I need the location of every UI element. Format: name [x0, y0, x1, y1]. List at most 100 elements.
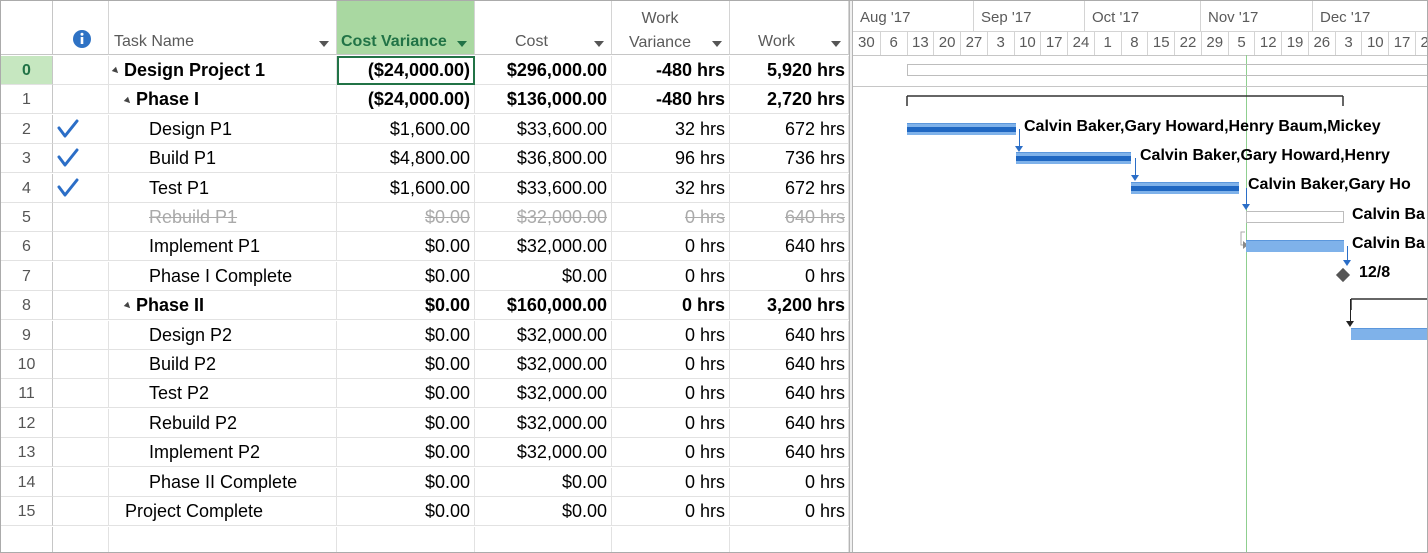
- design-p2-bar[interactable]: [1351, 328, 1427, 340]
- cost-variance-cell[interactable]: $1,600.00: [337, 173, 475, 203]
- task-row[interactable]: 4 Test P1 $1,600.00 $33,600.00 32 hrs 672 hrs: [1, 173, 849, 203]
- task-name-cell[interactable]: Implement P2: [109, 438, 337, 468]
- cost-cell[interactable]: $32,000.00: [475, 320, 612, 350]
- work-variance-column-header[interactable]: Work Variance: [612, 1, 730, 55]
- cost-variance-cell[interactable]: $4,800.00: [337, 144, 475, 174]
- row-id[interactable]: 3: [1, 144, 53, 174]
- cost-column-header[interactable]: Cost: [475, 1, 612, 55]
- cost-cell[interactable]: $160,000.00: [475, 291, 612, 321]
- task-name-column-header[interactable]: Task Name: [109, 1, 337, 55]
- rebuild-p1-bar[interactable]: [1246, 211, 1344, 223]
- cost-filter-icon[interactable]: [594, 41, 604, 47]
- cost-variance-cell[interactable]: $0.00: [337, 232, 475, 262]
- cost-variance-cell[interactable]: $1,600.00: [337, 114, 475, 144]
- row-id[interactable]: 12: [1, 408, 53, 438]
- task-row[interactable]: 0 Design Project 1 ($24,000.00) $296,000.00…: [1, 56, 849, 85]
- cost-variance-cell[interactable]: ($24,000.00): [337, 85, 475, 115]
- task-name-cell[interactable]: Design P1: [109, 114, 337, 144]
- work-variance-cell[interactable]: 0 hrs: [612, 291, 730, 321]
- task-name-cell[interactable]: Phase II Complete: [109, 467, 337, 497]
- cost-variance-cell[interactable]: $0.00: [337, 320, 475, 350]
- cost-variance-cell[interactable]: $0.00: [337, 350, 475, 379]
- task-row[interactable]: 9 Design P2 $0.00 $32,000.00 0 hrs 640 hrs: [1, 320, 849, 350]
- empty-row-id[interactable]: [1, 527, 53, 552]
- work-variance-cell[interactable]: 0 hrs: [612, 203, 730, 232]
- view-divider[interactable]: [849, 1, 853, 552]
- row-id[interactable]: 7: [1, 261, 53, 291]
- work-variance-filter-icon[interactable]: [712, 41, 722, 47]
- work-variance-cell[interactable]: 0 hrs: [612, 320, 730, 350]
- cost-variance-cell[interactable]: $0.00: [337, 408, 475, 438]
- cost-variance-cell[interactable]: $0.00: [337, 291, 475, 321]
- work-cell[interactable]: 5,920 hrs: [730, 56, 849, 85]
- work-variance-cell[interactable]: 0 hrs: [612, 467, 730, 497]
- task-row[interactable]: 6 Implement P1 $0.00 $32,000.00 0 hrs 640 hrs: [1, 232, 849, 262]
- task-row[interactable]: 15 Project Complete $0.00 $0.00 0 hrs 0 hrs: [1, 497, 849, 526]
- task-row[interactable]: 12 Rebuild P2 $0.00 $32,000.00 0 hrs 640 hrs: [1, 408, 849, 438]
- work-cell[interactable]: 0 hrs: [730, 261, 849, 291]
- task-name-cell[interactable]: Design Project 1: [109, 56, 337, 85]
- cost-cell[interactable]: $0.00: [475, 467, 612, 497]
- row-id[interactable]: 5: [1, 203, 53, 232]
- work-cell[interactable]: 2,720 hrs: [730, 85, 849, 115]
- work-cell[interactable]: 640 hrs: [730, 438, 849, 468]
- task-row[interactable]: 5 Rebuild P1 $0.00 $32,000.00 0 hrs 640 hrs: [1, 203, 849, 232]
- work-column-header[interactable]: Work: [730, 1, 849, 55]
- task-name-cell[interactable]: Rebuild P2: [109, 408, 337, 438]
- cost-variance-cell[interactable]: $0.00: [337, 467, 475, 497]
- row-id[interactable]: 0: [1, 56, 53, 85]
- cost-variance-cell[interactable]: $0.00: [337, 261, 475, 291]
- work-variance-cell[interactable]: 32 hrs: [612, 114, 730, 144]
- phase1-summary-bar[interactable]: [905, 92, 1347, 108]
- row-id[interactable]: 13: [1, 438, 53, 468]
- row-id[interactable]: 6: [1, 232, 53, 262]
- cost-cell[interactable]: $296,000.00: [475, 56, 612, 85]
- cost-cell[interactable]: $36,800.00: [475, 144, 612, 174]
- work-variance-cell[interactable]: 32 hrs: [612, 173, 730, 203]
- task-row[interactable]: 10 Build P2 $0.00 $32,000.00 0 hrs 640 hrs: [1, 350, 849, 379]
- cost-cell[interactable]: $0.00: [475, 261, 612, 291]
- cost-cell[interactable]: $33,600.00: [475, 114, 612, 144]
- work-variance-cell[interactable]: 0 hrs: [612, 379, 730, 409]
- task-row[interactable]: 8 Phase II $0.00 $160,000.00 0 hrs 3,200 hrs: [1, 291, 849, 321]
- task-name-cell[interactable]: Phase II: [109, 291, 337, 321]
- work-cell[interactable]: 736 hrs: [730, 144, 849, 174]
- task-name-cell[interactable]: Build P1: [109, 144, 337, 174]
- work-cell[interactable]: 672 hrs: [730, 173, 849, 203]
- cost-cell[interactable]: $32,000.00: [475, 379, 612, 409]
- cost-cell[interactable]: $32,000.00: [475, 438, 612, 468]
- cost-cell[interactable]: $136,000.00: [475, 85, 612, 115]
- row-id[interactable]: 15: [1, 497, 53, 526]
- cost-cell[interactable]: $33,600.00: [475, 173, 612, 203]
- task-name-cell[interactable]: Test P1: [109, 173, 337, 203]
- task-row[interactable]: 1 Phase I ($24,000.00) $136,000.00 -480 hrs 2…: [1, 85, 849, 115]
- work-variance-cell[interactable]: -480 hrs: [612, 56, 730, 85]
- work-variance-cell[interactable]: 0 hrs: [612, 261, 730, 291]
- row-id[interactable]: 11: [1, 379, 53, 409]
- work-variance-cell[interactable]: 0 hrs: [612, 438, 730, 468]
- cost-variance-cell[interactable]: $0.00: [337, 497, 475, 526]
- work-cell[interactable]: 640 hrs: [730, 232, 849, 262]
- work-cell[interactable]: 640 hrs: [730, 320, 849, 350]
- task-row[interactable]: 3 Build P1 $4,800.00 $36,800.00 96 hrs 736 hr…: [1, 144, 849, 174]
- work-variance-cell[interactable]: -480 hrs: [612, 85, 730, 115]
- task-name-cell[interactable]: Test P2: [109, 379, 337, 409]
- work-cell[interactable]: 640 hrs: [730, 379, 849, 409]
- task-name-cell[interactable]: Phase I Complete: [109, 261, 337, 291]
- indicators-column-header[interactable]: [53, 1, 109, 55]
- cost-variance-cell[interactable]: ($24,000.00): [337, 56, 475, 85]
- implement-p1-bar[interactable]: [1246, 240, 1344, 252]
- task-row[interactable]: 2 Design P1 $1,600.00 $33,600.00 32 hrs 672 h…: [1, 114, 849, 144]
- row-id[interactable]: 14: [1, 467, 53, 497]
- cost-cell[interactable]: $32,000.00: [475, 203, 612, 232]
- row-id[interactable]: 1: [1, 85, 53, 115]
- cost-variance-cell[interactable]: $0.00: [337, 438, 475, 468]
- work-variance-cell[interactable]: 0 hrs: [612, 497, 730, 526]
- row-id[interactable]: 10: [1, 350, 53, 379]
- row-id[interactable]: 8: [1, 291, 53, 321]
- task-name-cell[interactable]: Phase I: [109, 85, 337, 115]
- task-row[interactable]: 13 Implement P2 $0.00 $32,000.00 0 hrs 640 hr…: [1, 438, 849, 468]
- work-variance-cell[interactable]: 0 hrs: [612, 350, 730, 379]
- cost-variance-cell[interactable]: $0.00: [337, 379, 475, 409]
- work-cell[interactable]: 640 hrs: [730, 350, 849, 379]
